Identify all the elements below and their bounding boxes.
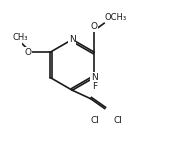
Text: N: N [91,73,98,82]
Text: CH₃: CH₃ [13,33,28,42]
Text: Cl: Cl [90,116,99,125]
Text: N: N [69,35,76,44]
Text: Cl: Cl [113,116,122,125]
Text: O: O [91,22,98,31]
Text: OCH₃: OCH₃ [105,13,127,22]
Text: O: O [24,48,31,57]
Text: F: F [92,82,97,91]
